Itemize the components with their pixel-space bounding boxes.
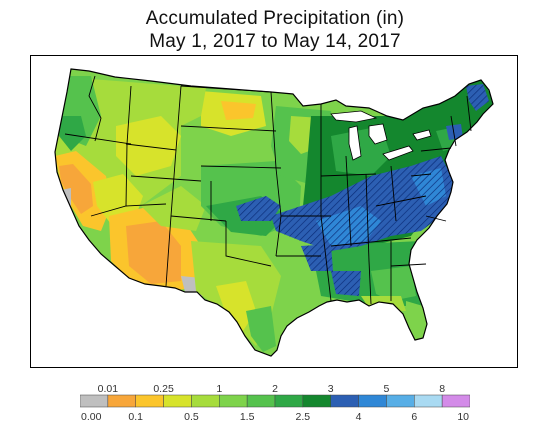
legend-bottom-label: 0.1 xyxy=(128,411,143,422)
legend-swatch xyxy=(302,394,331,408)
legend-swatch xyxy=(135,394,164,408)
legend-swatch xyxy=(330,394,359,408)
legend-top-label: 0.25 xyxy=(153,383,174,395)
precipitation-map xyxy=(54,68,494,357)
legend-top-label: 8 xyxy=(439,383,445,395)
legend-swatch xyxy=(219,394,248,408)
legend-colorbar: 0.01 0.25 1 2 3 5 8 0.00 0.1 0.5 1.5 2.5 4 6 10 xyxy=(79,383,471,423)
map-title-line1: Accumulated Precipitation (in) xyxy=(145,8,405,29)
map-frame xyxy=(30,55,518,368)
legend-swatch xyxy=(358,394,387,408)
precip-fill-layer xyxy=(55,69,493,356)
legend-bottom-label: 6 xyxy=(411,411,417,422)
precipitation-legend: 0.01 0.25 1 2 3 5 8 0.00 0.1 0.5 1.5 2.5 4 6 10 xyxy=(79,382,471,423)
legend-swatch xyxy=(414,394,443,408)
legend-swatch xyxy=(79,394,109,408)
legend-swatch xyxy=(246,394,276,408)
legend-bottom-label: 4 xyxy=(356,411,362,422)
legend-bottom-label: 0.5 xyxy=(184,411,199,422)
legend-swatch xyxy=(191,394,220,408)
legend-swatch xyxy=(163,394,192,408)
great-lakes xyxy=(330,110,432,161)
legend-bottom-label: 0.00 xyxy=(81,411,102,422)
legend-top-label: 0.01 xyxy=(98,383,119,395)
legend-swatch xyxy=(441,394,471,408)
legend-bottom-label: 2.5 xyxy=(296,411,311,422)
legend-bottom-label: 1.5 xyxy=(240,411,255,422)
legend-swatch xyxy=(274,394,304,408)
legend-swatch xyxy=(107,394,136,408)
legend-top-label: 1 xyxy=(216,383,222,395)
legend-swatch xyxy=(386,394,415,408)
map-title-line2: May 1, 2017 to May 14, 2017 xyxy=(149,31,401,52)
legend-bottom-label: 10 xyxy=(457,411,469,422)
legend-top-label: 5 xyxy=(384,383,390,395)
legend-top-label: 3 xyxy=(328,383,334,395)
legend-top-label: 2 xyxy=(272,383,278,395)
